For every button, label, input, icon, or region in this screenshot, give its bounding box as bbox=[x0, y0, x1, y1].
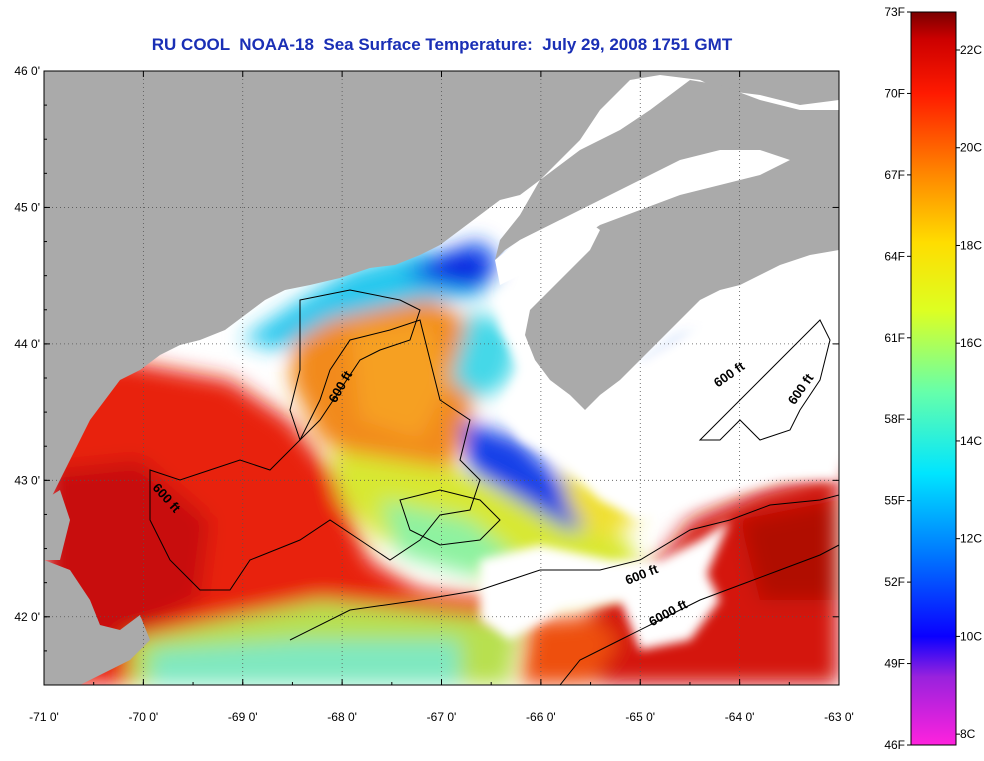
colorbar bbox=[910, 11, 957, 746]
y-tick-label: 42 0' bbox=[14, 610, 40, 624]
contour-georges bbox=[399, 489, 501, 546]
contour-600ft-shelf bbox=[289, 494, 839, 641]
colorbar-f-label: 73F bbox=[884, 5, 905, 19]
x-axis-labels: -71 0' -70 0' -69 0' -68 0' -67 0' -66 0' -65 … bbox=[29, 710, 854, 724]
bay-of-fundy bbox=[495, 150, 790, 285]
x-tick-label: -71 0' bbox=[29, 710, 59, 724]
x-tick-label: -67 0' bbox=[427, 710, 457, 724]
colorbar-f-label: 67F bbox=[884, 168, 905, 182]
colorbar-c-label: 20C bbox=[960, 141, 982, 155]
axis-ticks bbox=[43, 70, 840, 686]
land-massachusetts bbox=[44, 490, 70, 560]
colorbar-c-label: 12C bbox=[960, 532, 982, 546]
y-tick-label: 43 0' bbox=[14, 473, 40, 487]
colorbar-labels: 73F 70F 67F 64F 61F 58F 55F 52F 49F 46F 22C 20C 18C 1… bbox=[884, 5, 982, 752]
colorbar-c-label: 14C bbox=[960, 434, 982, 448]
colorbar-c-label: 22C bbox=[960, 43, 982, 57]
colorbar-f-label: 52F bbox=[884, 575, 905, 589]
colorbar-c-label: 18C bbox=[960, 238, 982, 252]
land-cape-cod bbox=[44, 560, 150, 685]
x-tick-label: -64 0' bbox=[725, 710, 755, 724]
x-tick-label: -66 0' bbox=[526, 710, 556, 724]
x-tick-label: -70 0' bbox=[129, 710, 159, 724]
colorbar-f-label: 49F bbox=[884, 657, 905, 671]
contour-600ft-inner bbox=[289, 289, 421, 441]
x-tick-label: -69 0' bbox=[228, 710, 258, 724]
contour-600ft-ns bbox=[698, 319, 831, 441]
y-tick-label: 45 0' bbox=[14, 200, 40, 214]
colorbar-f-label: 64F bbox=[884, 249, 905, 263]
land-mainland bbox=[44, 71, 839, 510]
colorbar-f-label: 58F bbox=[884, 412, 905, 426]
colorbar-c-label: 8C bbox=[960, 727, 976, 741]
plot-area bbox=[44, 71, 839, 685]
colorbar-c-label: 10C bbox=[960, 629, 982, 643]
map-title: RU COOL NOAA-18 Sea Surface Temperature:… bbox=[151, 35, 733, 54]
colorbar-f-label: 55F bbox=[884, 494, 905, 508]
depth-contours bbox=[149, 289, 839, 685]
colorbar-f-label: 61F bbox=[884, 331, 905, 345]
x-tick-label: -63 0' bbox=[824, 710, 854, 724]
colorbar-c-label: 16C bbox=[960, 336, 982, 350]
contour-6000ft bbox=[559, 544, 839, 685]
contour-600ft-west bbox=[149, 319, 481, 591]
x-tick-label: -68 0' bbox=[327, 710, 357, 724]
colorbar-f-label: 70F bbox=[884, 86, 905, 100]
y-tick-label: 44 0' bbox=[14, 337, 40, 351]
y-tick-label: 46 0' bbox=[14, 64, 40, 78]
y-axis-labels: 46 0' 45 0' 44 0' 43 0' 42 0' bbox=[14, 64, 40, 624]
colorbar-f-label: 46F bbox=[884, 738, 905, 752]
x-tick-label: -65 0' bbox=[625, 710, 655, 724]
